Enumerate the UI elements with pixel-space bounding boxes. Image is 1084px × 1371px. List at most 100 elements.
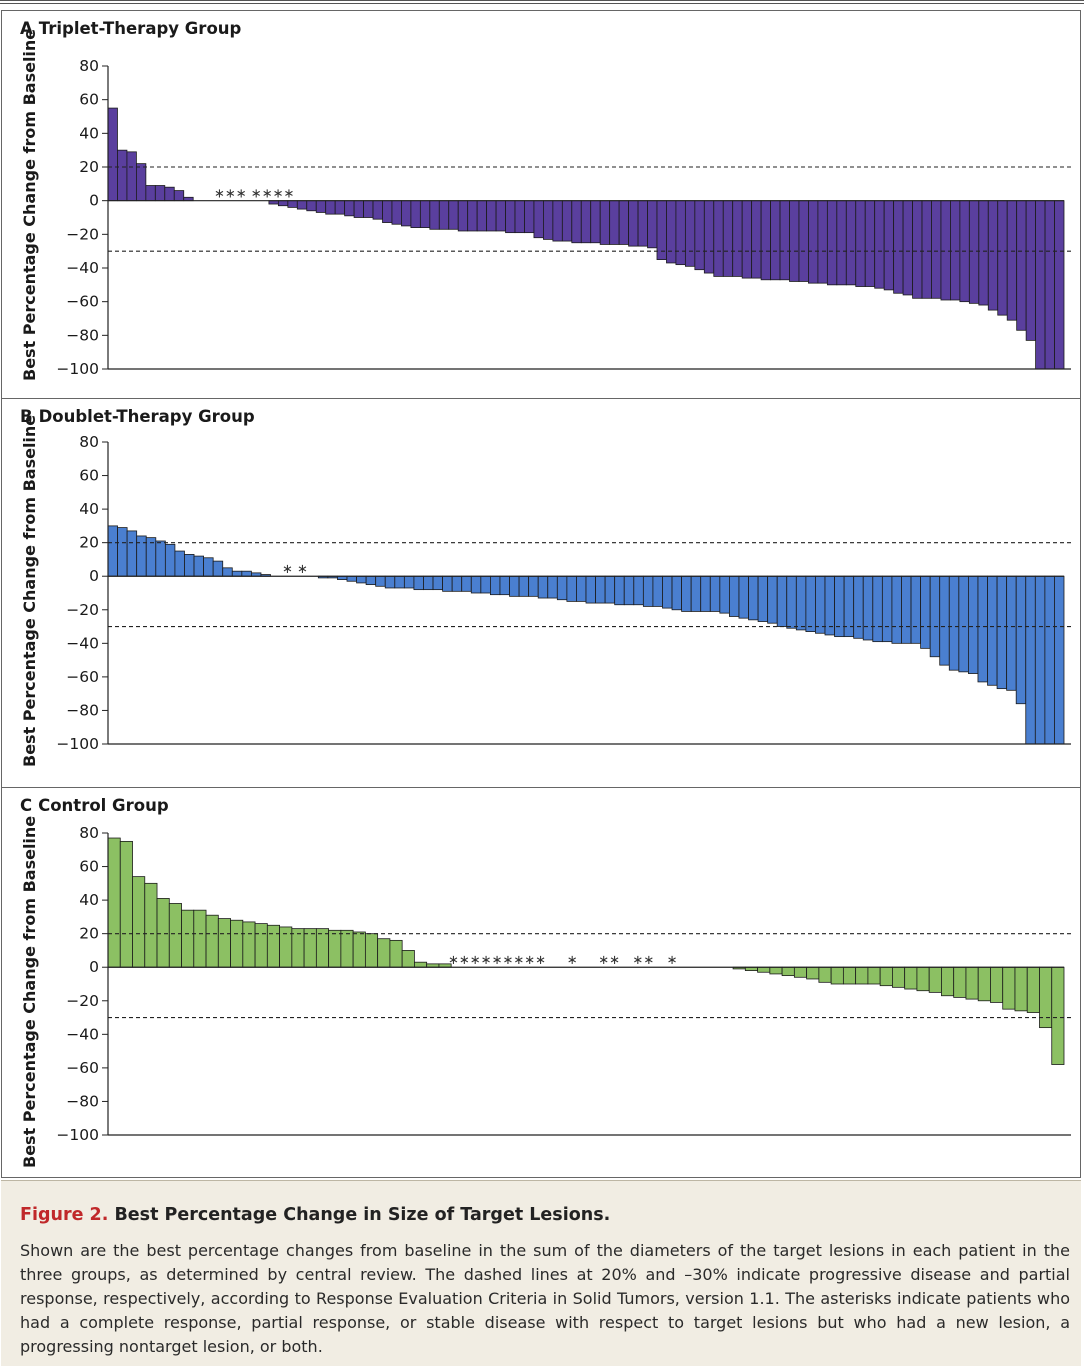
bar	[987, 575, 998, 686]
bar	[748, 575, 759, 621]
bar	[377, 938, 391, 968]
bar	[391, 200, 402, 225]
bar	[1002, 966, 1016, 1010]
bar	[173, 190, 185, 202]
bar	[384, 575, 396, 589]
bar	[1014, 966, 1028, 1012]
y-tick-label: 20	[79, 534, 99, 552]
chart-triplet: 80 60 40 20 0 −20 −40 −60 −80 −100 ∗∗∗ ∗∗∗∗	[56, 57, 1071, 378]
bar	[117, 149, 128, 202]
panel-title: Doublet-Therapy Group	[38, 407, 255, 426]
bar	[912, 200, 923, 299]
bar	[978, 200, 989, 306]
bar	[315, 928, 330, 968]
bar	[306, 200, 317, 212]
y-tick-label: −80	[66, 326, 99, 344]
bar	[1025, 200, 1037, 341]
bar	[537, 575, 549, 599]
y-tick-label: 60	[79, 467, 99, 485]
bar	[117, 527, 128, 577]
bar	[334, 200, 346, 215]
bar	[499, 575, 510, 596]
bar	[709, 575, 721, 612]
panel-control: C Control Group Best Percentage Change fr…	[1, 787, 1081, 1178]
bar	[241, 570, 252, 577]
bar	[703, 200, 715, 274]
y-tick-label: −40	[66, 259, 99, 277]
bar	[1054, 200, 1065, 370]
bar	[489, 575, 501, 596]
bar	[843, 575, 855, 638]
bar	[874, 200, 885, 289]
bar	[953, 966, 967, 998]
bar	[136, 535, 147, 577]
bar	[732, 200, 743, 277]
bar	[1054, 575, 1065, 745]
figure-number: Figure 2.	[20, 1205, 109, 1225]
bar	[524, 200, 535, 234]
bar	[738, 575, 749, 619]
y-tick-label: 60	[79, 91, 99, 109]
bar	[757, 575, 769, 622]
y-tick-label: 0	[89, 192, 99, 210]
bar	[968, 575, 979, 674]
bar	[340, 929, 354, 968]
bar	[193, 909, 207, 968]
bar	[1026, 966, 1040, 1013]
panel-letter: B	[20, 407, 33, 426]
bar	[845, 200, 857, 286]
bar	[193, 555, 204, 577]
bar	[920, 575, 931, 649]
bar	[291, 928, 305, 968]
panel-letter: A	[20, 19, 33, 38]
caption-title: Figure 2. Best Percentage Change in Size…	[20, 1205, 610, 1225]
bar	[770, 200, 781, 281]
figure-caption: Figure 2. Best Percentage Change in Size…	[1, 1180, 1081, 1366]
bar	[287, 200, 298, 208]
y-tick-label: −80	[66, 1092, 99, 1110]
bar	[881, 575, 893, 643]
bar	[928, 966, 942, 993]
bar	[126, 530, 138, 577]
bar	[883, 200, 895, 291]
bar	[997, 200, 1008, 316]
bar	[107, 837, 121, 968]
y-tick-label: 20	[79, 158, 99, 176]
bar	[590, 200, 601, 244]
bar	[561, 200, 573, 242]
bar	[769, 966, 783, 975]
bar	[547, 575, 558, 599]
y-tick-label: 80	[79, 57, 99, 75]
top-rule	[0, 0, 1084, 4]
bar	[855, 200, 866, 287]
asterisk-annotation: ∗∗∗∗∗∗∗∗∗ ∗ ∗∗ ∗∗ ∗	[448, 953, 678, 968]
bar	[132, 876, 146, 968]
bar	[505, 200, 516, 234]
bar	[1044, 575, 1055, 745]
y-tick-label: 40	[79, 500, 99, 518]
bar	[987, 200, 999, 311]
bar	[872, 575, 883, 643]
bar	[346, 575, 357, 582]
y-tick-label: −100	[56, 1126, 99, 1144]
bar	[217, 918, 231, 968]
bar	[461, 575, 472, 592]
bar	[254, 923, 268, 968]
bar	[760, 200, 771, 281]
bar	[757, 966, 771, 973]
bar	[576, 575, 587, 602]
bar	[628, 200, 639, 247]
bar	[842, 966, 857, 985]
y-tick-label: −20	[66, 225, 99, 243]
bar	[939, 575, 950, 666]
bar	[222, 567, 233, 577]
bar	[767, 575, 778, 624]
bar	[363, 200, 374, 218]
bar	[902, 200, 913, 296]
bar	[904, 966, 918, 990]
bar	[834, 575, 845, 638]
bar	[694, 200, 705, 271]
bar	[940, 200, 951, 301]
bar	[514, 200, 525, 234]
bar	[853, 575, 864, 639]
